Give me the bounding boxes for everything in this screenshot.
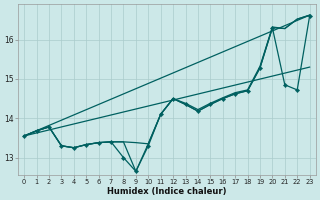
X-axis label: Humidex (Indice chaleur): Humidex (Indice chaleur) [107, 187, 227, 196]
